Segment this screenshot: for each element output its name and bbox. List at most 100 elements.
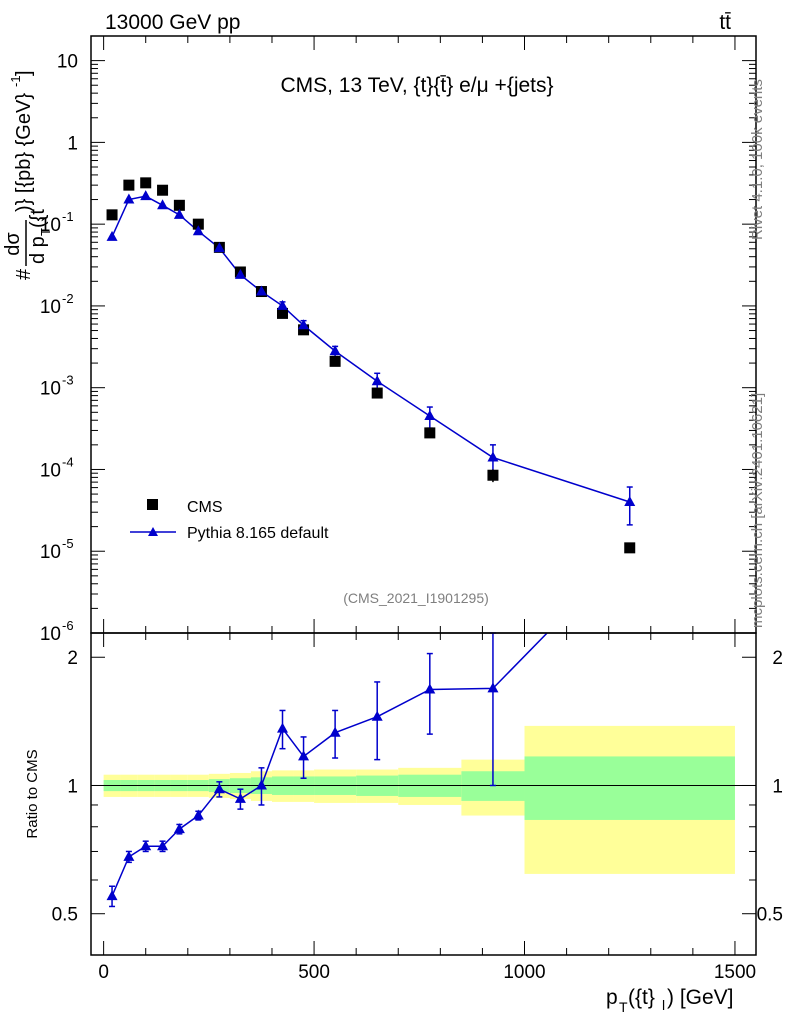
bottom-y-tick-label: 0.5 bbox=[52, 905, 78, 926]
pythia-data-point bbox=[157, 199, 169, 210]
pythia-data-point bbox=[329, 345, 341, 356]
ratio-data-point bbox=[192, 809, 204, 820]
cms-data-point bbox=[371, 387, 383, 399]
top-ylabel-hash: # bbox=[13, 268, 35, 280]
x-tick-label: 1500 bbox=[714, 962, 756, 983]
cms-data-point bbox=[192, 218, 204, 230]
bottom-y-tick-label-right: 2 bbox=[772, 648, 783, 669]
legend-cms-label: CMS bbox=[187, 499, 223, 516]
pythia-data-point bbox=[298, 319, 310, 330]
ratio-data-point bbox=[123, 850, 135, 861]
legend: CMS Pythia 8.165 default bbox=[130, 499, 329, 542]
analysis-id: (CMS_2021_I1901295) bbox=[343, 590, 489, 606]
xlabel-open: ({t} bbox=[628, 986, 655, 1009]
bottom-ylabel: Ratio to CMS bbox=[24, 749, 41, 838]
ratio-data-point bbox=[106, 890, 118, 901]
top-y-tick-exponent: -1 bbox=[62, 209, 74, 224]
ratio-data-point bbox=[234, 792, 246, 803]
cms-data-point bbox=[106, 209, 118, 221]
ratio-data-point bbox=[157, 840, 169, 851]
cms-data-point bbox=[424, 427, 436, 439]
header-left-title: 13000 GeV pp bbox=[105, 11, 240, 34]
top-y-tick-label: 10 bbox=[40, 215, 61, 236]
top-ylabel-units: )} [{pb} {GeV} bbox=[13, 93, 35, 212]
cms-data-point bbox=[298, 324, 310, 336]
xlabel-subscript-t: T bbox=[619, 999, 628, 1015]
legend-pythia-label: Pythia 8.165 default bbox=[187, 525, 329, 542]
top-panel-title: CMS, 13 TeV, {t}{t̄} e/μ +{jets} bbox=[280, 74, 553, 97]
cms-data-point bbox=[277, 307, 289, 319]
top-y-tick-label: 10 bbox=[40, 379, 61, 400]
pythia-data-point bbox=[213, 242, 225, 253]
top-ylabel-bracket: ] bbox=[13, 70, 35, 76]
pythia-data-point bbox=[234, 268, 246, 279]
bottom-y-tick-label-right: 0.5 bbox=[757, 905, 783, 926]
ratio-data-point bbox=[298, 750, 310, 761]
top-y-tick-exponent: -5 bbox=[62, 536, 74, 551]
xlabel-close: ) [GeV] bbox=[667, 986, 734, 1009]
ratio-data-point bbox=[424, 683, 436, 694]
pythia-series-line bbox=[111, 195, 630, 503]
top-y-tick-exponent: -6 bbox=[62, 618, 74, 633]
xlabel-subscript-l: l bbox=[662, 997, 665, 1013]
ratio-data-point bbox=[255, 779, 267, 790]
top-ylabel: # dσ d p T ({t )} [{pb} {GeV} -1 ] bbox=[2, 70, 53, 280]
top-y-tick-exponent: -3 bbox=[62, 373, 74, 388]
pythia-data-point bbox=[123, 193, 135, 204]
pythia-data-point bbox=[277, 299, 289, 310]
bottom-y-tick-label-right: 1 bbox=[772, 776, 783, 797]
ratio-data-point bbox=[329, 726, 341, 737]
pythia-data-point bbox=[487, 451, 499, 462]
legend-pythia-marker bbox=[148, 527, 158, 536]
ratio-data-point bbox=[487, 682, 499, 693]
bottom-panel-frame bbox=[90, 632, 757, 956]
pythia-data-point bbox=[371, 375, 383, 386]
pythia-data-point bbox=[140, 190, 152, 201]
top-ylabel-close: ({t bbox=[27, 209, 49, 228]
cms-data-point bbox=[140, 177, 152, 189]
legend-cms-marker bbox=[147, 499, 158, 510]
x-tick-label: 500 bbox=[298, 962, 330, 983]
pythia-data-point bbox=[173, 208, 185, 219]
top-y-tick-label: 10 bbox=[40, 297, 61, 318]
top-y-tick-label: 10 bbox=[40, 542, 61, 563]
pythia-data-point bbox=[192, 225, 204, 236]
ratio-data-point bbox=[140, 840, 152, 851]
cms-data-point bbox=[157, 184, 169, 196]
mcplots-label: mcplots.cern.ch [arXiv:2401.10621] bbox=[749, 393, 766, 628]
top-y-tick-label: 10 bbox=[40, 460, 61, 481]
pythia-data-point bbox=[424, 410, 436, 421]
ratio-data-point bbox=[173, 823, 185, 834]
cms-data-point bbox=[173, 199, 185, 211]
ratio-series-line bbox=[111, 633, 549, 897]
top-ylabel-exponent: -1 bbox=[8, 75, 23, 87]
top-ylabel-subscript: T bbox=[38, 228, 53, 236]
ratio-data-point bbox=[371, 710, 383, 721]
top-y-tick-label: 10 bbox=[57, 52, 78, 73]
cms-data-point bbox=[123, 179, 135, 191]
x-tick-label: 0 bbox=[98, 962, 109, 983]
ratio-data-point bbox=[213, 783, 225, 794]
pythia-data-point bbox=[255, 285, 267, 296]
ratio-band-inner bbox=[524, 756, 735, 820]
bottom-y-tick-label: 1 bbox=[67, 776, 78, 797]
top-ylabel-denominator: d p bbox=[27, 236, 49, 264]
top-ylabel-numerator: dσ bbox=[2, 232, 24, 256]
ratio-data-point bbox=[277, 722, 289, 733]
header-right-title: tt̄ bbox=[719, 11, 731, 34]
x-tick-label: 1000 bbox=[503, 962, 545, 983]
top-y-tick-exponent: -4 bbox=[62, 454, 74, 469]
top-y-tick-exponent: -2 bbox=[62, 291, 74, 306]
bottom-y-tick-label: 2 bbox=[67, 648, 78, 669]
cms-data-point bbox=[329, 355, 341, 367]
rivet-label: Rivet 4.1.0, 100k events bbox=[749, 79, 766, 240]
top-y-tick-label: 10 bbox=[40, 624, 61, 645]
xlabel: p T ({t} l ) [GeV] bbox=[606, 986, 734, 1015]
top-panel-frame bbox=[90, 35, 757, 634]
cms-data-point bbox=[624, 542, 636, 554]
cms-data-point bbox=[487, 469, 499, 481]
xlabel-p: p bbox=[606, 986, 618, 1009]
pythia-data-point bbox=[106, 230, 118, 241]
pythia-data-point bbox=[624, 496, 636, 507]
